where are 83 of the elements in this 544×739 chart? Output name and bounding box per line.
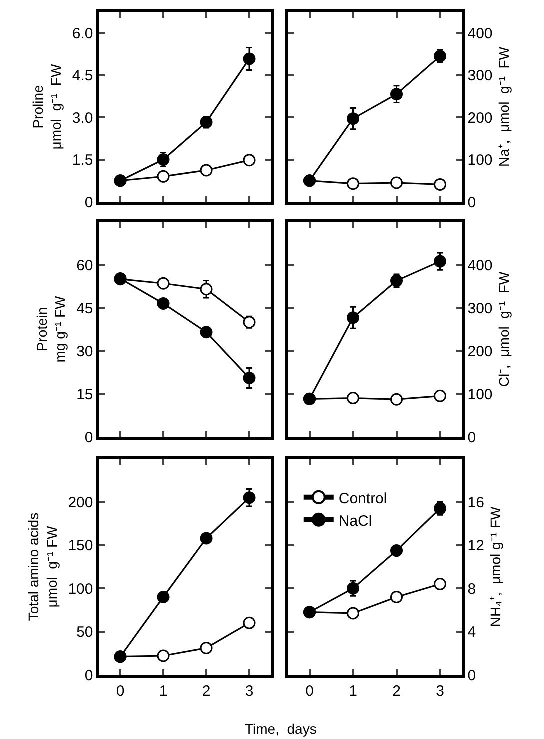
point: [434, 50, 446, 63]
y2-axis-title: NH₄⁺, μmol g⁻¹ FW: [488, 506, 504, 628]
legend-label: Control: [338, 490, 388, 508]
y-tick-label: 50: [76, 624, 94, 642]
point: [243, 492, 256, 504]
y-tick-label: 150: [68, 538, 94, 555]
point: [347, 312, 360, 324]
y-tick-label: 1.5: [72, 152, 94, 170]
y2-tick-label: 400: [468, 257, 493, 274]
point: [243, 372, 256, 384]
point: [157, 277, 170, 290]
y-tick-label: 30: [76, 343, 94, 360]
y2-tick-label: 0: [468, 667, 476, 684]
point: [200, 326, 213, 339]
point: [434, 390, 446, 402]
y-tick-label: 6.0: [72, 25, 94, 42]
point: [347, 178, 360, 190]
y2-tick-label: 400: [468, 25, 493, 42]
point: [347, 582, 360, 595]
x-tick-label: 2: [202, 682, 211, 700]
point: [157, 297, 170, 310]
y2-tick-label: 200: [468, 343, 493, 360]
x-tick-label: 1: [349, 682, 358, 700]
x-tick-label: 3: [436, 682, 444, 700]
point: [390, 393, 403, 406]
point: [390, 176, 403, 190]
point: [157, 650, 170, 662]
y2-tick-label: 100: [468, 152, 493, 170]
x-tick-label: 0: [116, 682, 125, 700]
y-axis-title: Total amino acids μmol g⁻¹ FW: [26, 512, 60, 622]
y-axis-title: Protein mg g⁻¹ FW: [34, 296, 68, 363]
point: [434, 178, 446, 191]
y2-tick-label: 8: [468, 580, 476, 598]
point: [347, 392, 360, 405]
y2-tick-label: 16: [468, 494, 484, 512]
point: [347, 607, 360, 620]
point: [243, 616, 256, 630]
y2-tick-label: 0: [468, 429, 476, 446]
point: [390, 274, 403, 288]
x-tick-label: 1: [159, 682, 168, 700]
y2-tick-label: 100: [468, 386, 493, 404]
point: [243, 154, 256, 167]
y-tick-label: 0: [84, 667, 94, 684]
y2-tick-label: 4: [468, 624, 476, 642]
point: [200, 164, 213, 177]
point: [434, 502, 446, 515]
point: [243, 52, 256, 66]
point: [157, 154, 170, 166]
y-tick-label: 4.5: [72, 68, 94, 85]
y2-axis-title: Cl⁻, μmol g⁻¹ FW: [496, 271, 512, 388]
y-tick-label: 15: [76, 386, 94, 404]
y2-tick-label: 300: [468, 68, 493, 85]
y-tick-label: 0: [84, 429, 94, 446]
y2-tick-label: 200: [468, 110, 493, 127]
point: [390, 590, 403, 604]
y-tick-label: 0: [84, 194, 94, 212]
y2-tick-label: 0: [468, 194, 476, 212]
point: [157, 170, 170, 183]
point: [200, 532, 213, 545]
point: [434, 255, 446, 268]
point: [200, 283, 213, 296]
point: [243, 316, 256, 329]
x-tick-label: 0: [306, 682, 314, 700]
x-tick-label: 3: [245, 682, 254, 700]
y-tick-label: 200: [68, 494, 94, 512]
y-tick-label: 3.0: [72, 110, 94, 127]
y2-tick-label: 300: [468, 300, 493, 318]
point: [434, 578, 446, 591]
point: [200, 642, 213, 654]
y-tick-label: 60: [76, 257, 94, 274]
point: [390, 88, 403, 101]
legend-label: NaCl: [338, 512, 372, 530]
point: [157, 590, 170, 604]
x-axis-title: Time, days: [245, 721, 317, 737]
y-tick-label: 45: [76, 300, 94, 318]
y-axis-title: Proline μmol g⁻¹ FW: [30, 64, 64, 150]
point: [200, 116, 213, 129]
x-tick-label: 2: [392, 682, 401, 700]
y-tick-label: 100: [68, 580, 94, 598]
y2-tick-label: 12: [468, 538, 484, 555]
point: [347, 112, 360, 126]
y2-axis-title: Na⁺, μmol g⁻¹ FW: [496, 46, 512, 167]
point: [390, 544, 403, 558]
